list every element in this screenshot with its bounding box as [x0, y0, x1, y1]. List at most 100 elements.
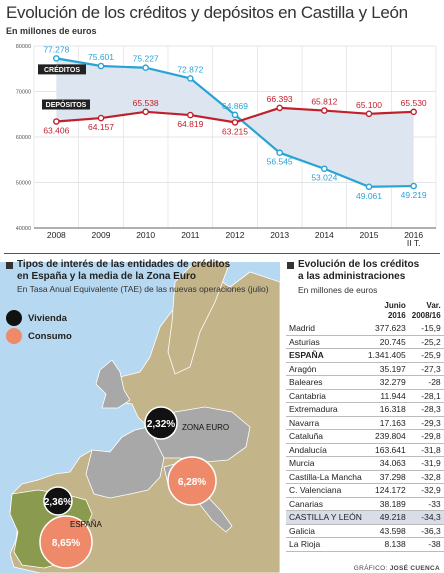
data-point: [276, 104, 283, 112]
cell-value: 8.138: [364, 537, 409, 552]
cell-value: 20.745: [364, 335, 409, 349]
cell-region: Cantabria: [286, 389, 365, 403]
cell-region: Andalucía: [286, 443, 365, 457]
data-point: [53, 55, 60, 62]
data-label: 64.819: [177, 119, 203, 129]
header-junio: Junio 2016: [384, 301, 406, 320]
cell-region: CASTILLA Y LEÓN: [286, 510, 365, 525]
cell-region: Galicia: [286, 524, 365, 538]
cell-region: Asturias: [286, 335, 365, 349]
admin-table-header: Junio 2016 Var. 2008/16: [286, 300, 444, 322]
legend-consumo-swatch: [6, 328, 22, 344]
cell-var: -31,9: [408, 456, 444, 471]
cell-value: 38.189: [364, 497, 409, 511]
table-row: Baleares 32.279 -28: [286, 375, 444, 390]
cell-value: 124.172: [364, 483, 409, 498]
cell-value: 377.623: [364, 322, 409, 336]
x-tick-label: 2016 II T.: [404, 230, 423, 248]
table-row: Aragón 35.197 -27,3: [286, 362, 444, 376]
x-tick-label: 2009: [92, 230, 111, 240]
cell-value: 1.341.405: [364, 348, 409, 363]
table-row: Extremadura 16.318 -28,3: [286, 402, 444, 417]
rates-subtitle: En Tasa Anual Equivalente (TAE) de las n…: [17, 284, 269, 294]
line-chart: 80000 70000 60000 50000 40000 2008 2009 2010 201…: [16, 44, 437, 248]
map-scandinavia: [167, 262, 231, 375]
admin-subtitle: En millones de euros: [298, 285, 378, 295]
x-tick-label: 2012: [226, 230, 245, 240]
data-point: [53, 118, 60, 125]
data-label: 56.545: [267, 157, 293, 167]
data-point: [231, 119, 239, 126]
cell-value: 32.279: [364, 375, 409, 390]
data-label: 65.538: [133, 98, 159, 108]
es-vivienda-bubble: [43, 486, 73, 516]
series-tag-bg: [38, 64, 86, 75]
cell-region: Navarra: [286, 416, 365, 430]
data-label: 65.100: [356, 100, 382, 110]
map-france: [85, 426, 165, 499]
cell-region: Cataluña: [286, 429, 365, 444]
table-row: Cataluña 239.804 -29,8: [286, 429, 444, 444]
y-tick-label: 50000: [16, 181, 31, 187]
gap-area: [56, 58, 414, 187]
data-label: 63.215: [222, 126, 248, 136]
cell-value: 49.218: [364, 510, 409, 525]
credit-author: JOSÉ CUENCA: [389, 565, 440, 572]
table-row: La Rioja 8.138 -38: [286, 537, 444, 552]
cell-value: 239.804: [364, 429, 409, 444]
data-label: 49.219: [401, 190, 427, 200]
ze-vivienda-value: 2,32%: [147, 419, 175, 430]
data-label: 65.812: [311, 97, 337, 107]
cell-var: -28,1: [408, 389, 444, 403]
x-tick-label: 2010: [136, 230, 155, 240]
series-tag-bg: [42, 99, 90, 110]
admin-title-line2: a las administraciones: [298, 271, 406, 282]
cell-var: -34,3: [408, 510, 444, 525]
cell-region: Murcia: [286, 456, 365, 471]
admin-table: Junio 2016 Var. 2008/16 Madrid 377.623 -15,9…: [286, 300, 444, 552]
data-label: 66.393: [267, 94, 293, 104]
cell-var: -32,8: [408, 470, 444, 484]
map-uk: [95, 359, 131, 409]
data-label: 75.227: [133, 54, 159, 64]
y-tick-label: 80000: [16, 44, 31, 50]
ze-consumo-value: 6,28%: [178, 477, 206, 488]
cell-region: Castilla-La Mancha: [286, 470, 365, 484]
cell-var: -28: [408, 375, 444, 390]
europe-map: 8,65% 2,36% 6,28% 2,32% ESPAÑA ZONA EURO: [0, 262, 280, 573]
table-row: Canarias 38.189 -33: [286, 497, 444, 511]
table-row: Asturias 20.745 -25,2: [286, 335, 444, 349]
data-label: 49.061: [356, 191, 382, 201]
cell-var: -38: [408, 537, 444, 552]
cell-var: -33: [408, 497, 444, 511]
data-point: [97, 62, 105, 70]
es-vivienda-value: 2,36%: [44, 497, 72, 508]
cell-region: C. Valenciana: [286, 483, 365, 498]
data-label: 53.024: [311, 173, 337, 183]
cell-var: -29,8: [408, 429, 444, 444]
x-tick-label: 2015: [360, 230, 379, 240]
cell-value: 163.641: [364, 443, 409, 457]
legend-consumo: Consumo: [6, 328, 72, 344]
data-label: 72.872: [177, 64, 203, 74]
y-tick-label: 70000: [16, 90, 31, 96]
y-tick-label: 40000: [16, 226, 31, 232]
cell-var: -15,9: [408, 322, 444, 336]
cell-var: -36,3: [408, 524, 444, 538]
rates-title-line1: Tipos de interés de las entidades de cré…: [17, 259, 231, 270]
cell-var: -27,3: [408, 362, 444, 376]
x-tick-label: 2011: [181, 230, 200, 240]
data-label: 63.406: [43, 126, 69, 136]
table-row: Murcia 34.063 -31,9: [286, 456, 444, 471]
x-tick-label: 2008: [47, 230, 66, 240]
credit-line: GRÁFICO: JOSÉ CUENCA: [354, 565, 440, 572]
cell-var: -32,9: [408, 483, 444, 498]
cell-region: Madrid: [286, 322, 365, 336]
data-label: 64.869: [222, 101, 248, 111]
legend-vivienda-swatch: [6, 310, 22, 326]
cell-var: -29,3: [408, 416, 444, 430]
ze-consumo-bubble: [167, 456, 217, 506]
cell-region: Aragón: [286, 362, 365, 376]
es-consumo-bubble: [39, 515, 93, 569]
section-divider: [4, 253, 440, 254]
